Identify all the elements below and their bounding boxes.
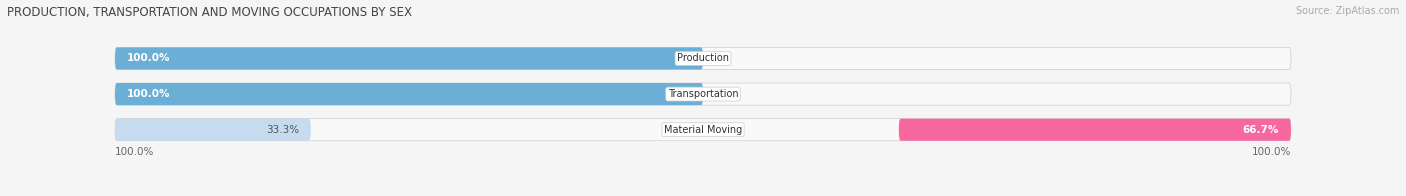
FancyBboxPatch shape	[115, 83, 703, 105]
Legend: Male, Female: Male, Female	[651, 194, 755, 196]
Text: 100.0%: 100.0%	[115, 147, 155, 157]
FancyBboxPatch shape	[115, 47, 703, 70]
FancyBboxPatch shape	[115, 83, 1291, 105]
Text: Source: ZipAtlas.com: Source: ZipAtlas.com	[1295, 6, 1399, 16]
Text: 100.0%: 100.0%	[127, 54, 170, 64]
Text: Transportation: Transportation	[668, 89, 738, 99]
Text: 33.3%: 33.3%	[266, 125, 299, 135]
FancyBboxPatch shape	[115, 119, 1291, 141]
Text: Material Moving: Material Moving	[664, 125, 742, 135]
Text: 100.0%: 100.0%	[1251, 147, 1291, 157]
Text: 66.7%: 66.7%	[1243, 125, 1279, 135]
Text: PRODUCTION, TRANSPORTATION AND MOVING OCCUPATIONS BY SEX: PRODUCTION, TRANSPORTATION AND MOVING OC…	[7, 6, 412, 19]
Text: 100.0%: 100.0%	[127, 89, 170, 99]
FancyBboxPatch shape	[898, 119, 1291, 141]
Text: Production: Production	[678, 54, 728, 64]
FancyBboxPatch shape	[115, 119, 311, 141]
FancyBboxPatch shape	[115, 47, 1291, 70]
